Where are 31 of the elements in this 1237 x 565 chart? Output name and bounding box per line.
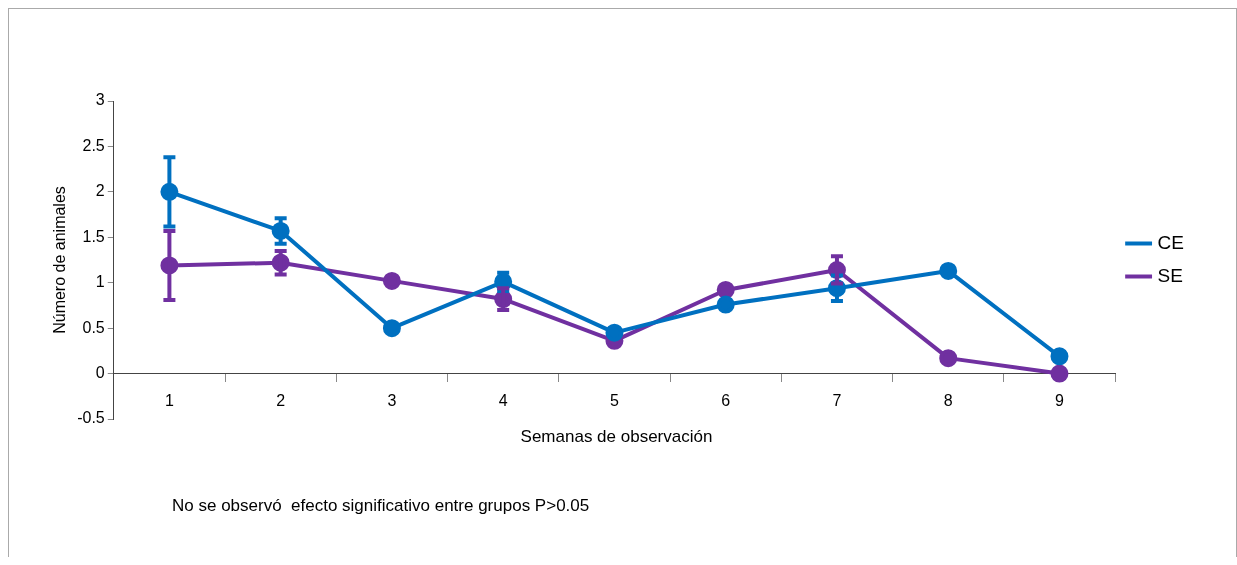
y-tick-label: 1 bbox=[95, 273, 105, 291]
x-tick-label: 5 bbox=[609, 391, 619, 409]
legend-label: SE bbox=[1157, 264, 1183, 286]
text: No se observó efecto significativo entre grupos P>0.05 bbox=[172, 496, 590, 516]
x-tick-label: 7 bbox=[832, 391, 842, 409]
y-tick-label: -0.5 bbox=[77, 409, 105, 427]
point bbox=[716, 280, 735, 299]
x-tick-label: 3 bbox=[387, 391, 397, 409]
y-tick-label: 0.5 bbox=[82, 318, 105, 336]
point bbox=[1050, 347, 1069, 366]
point bbox=[382, 271, 401, 290]
y-axis-title: Número de animales bbox=[51, 186, 69, 334]
point bbox=[382, 319, 401, 338]
y-tick-label: 2.5 bbox=[82, 136, 105, 154]
y-tick-label: 1.5 bbox=[82, 227, 105, 245]
y-tick-label: 0 bbox=[95, 363, 105, 381]
point bbox=[939, 261, 958, 280]
x-tick-label: 4 bbox=[498, 391, 508, 409]
x-tick-label: 6 bbox=[721, 391, 731, 409]
point bbox=[939, 349, 958, 368]
x-tick-label: 1 bbox=[164, 391, 174, 409]
legend-label: CE bbox=[1157, 231, 1185, 253]
point bbox=[605, 323, 624, 342]
x-tick-label: 9 bbox=[1055, 391, 1065, 409]
point bbox=[1050, 364, 1069, 383]
y-tick-label: 3 bbox=[95, 91, 105, 109]
x-axis-title: Semanas de observación bbox=[519, 427, 714, 447]
point bbox=[716, 295, 735, 314]
x-tick-label: 8 bbox=[943, 391, 953, 409]
x-tick-label: 2 bbox=[276, 391, 286, 409]
y-tick-label: 2 bbox=[95, 182, 105, 200]
